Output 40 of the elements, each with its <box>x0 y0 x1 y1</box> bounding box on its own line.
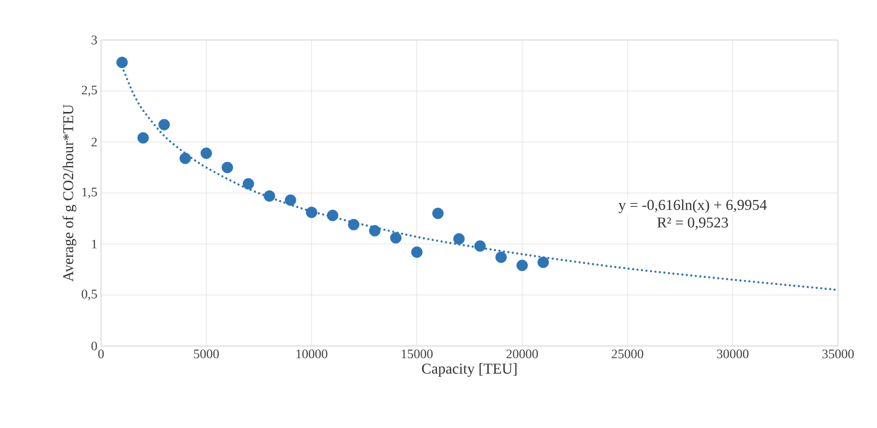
annotation: R² = 0,9523 <box>657 217 728 230</box>
point <box>474 240 486 252</box>
point <box>242 178 254 190</box>
point <box>137 132 149 144</box>
point <box>264 190 276 202</box>
point <box>306 206 318 218</box>
point <box>411 246 423 258</box>
point <box>326 210 338 222</box>
point <box>453 233 465 245</box>
x-tick-label: 25000 <box>612 350 644 358</box>
x-tick-label: 15000 <box>402 350 433 358</box>
x-tick-label: 10000 <box>296 350 328 358</box>
y-tick-label: 0 <box>91 342 97 350</box>
x-axis-title: Capacity [TEU] <box>422 363 516 377</box>
y-tick-label: 2 <box>92 138 97 146</box>
point <box>432 208 444 220</box>
point <box>495 252 507 263</box>
y-tick-label: 1 <box>92 240 97 248</box>
y-tick-label: 3 <box>92 36 97 44</box>
y-tick-label: 1,5 <box>82 188 97 198</box>
point <box>200 148 212 159</box>
point <box>180 152 191 164</box>
x-tick-label: 35000 <box>822 350 854 358</box>
y-axis-title: Average of g CO2/hour*TEU <box>62 104 76 282</box>
x-tick-label: 30000 <box>717 350 748 358</box>
y-tick-label: 0,5 <box>82 290 97 300</box>
point <box>369 225 380 236</box>
point <box>516 260 528 272</box>
x-tick-label: 20000 <box>506 350 538 358</box>
point <box>158 118 170 130</box>
point <box>538 256 549 268</box>
point <box>222 162 234 174</box>
annotation: y = -0,616ln(x) + 6,9954 <box>618 199 767 214</box>
point <box>348 218 360 230</box>
point <box>390 232 402 244</box>
x-tick-label: 0 <box>98 350 104 358</box>
y-tick-label: 2,5 <box>82 86 97 96</box>
x-tick-label: 5000 <box>194 350 219 358</box>
point <box>284 194 296 206</box>
point <box>116 56 128 68</box>
